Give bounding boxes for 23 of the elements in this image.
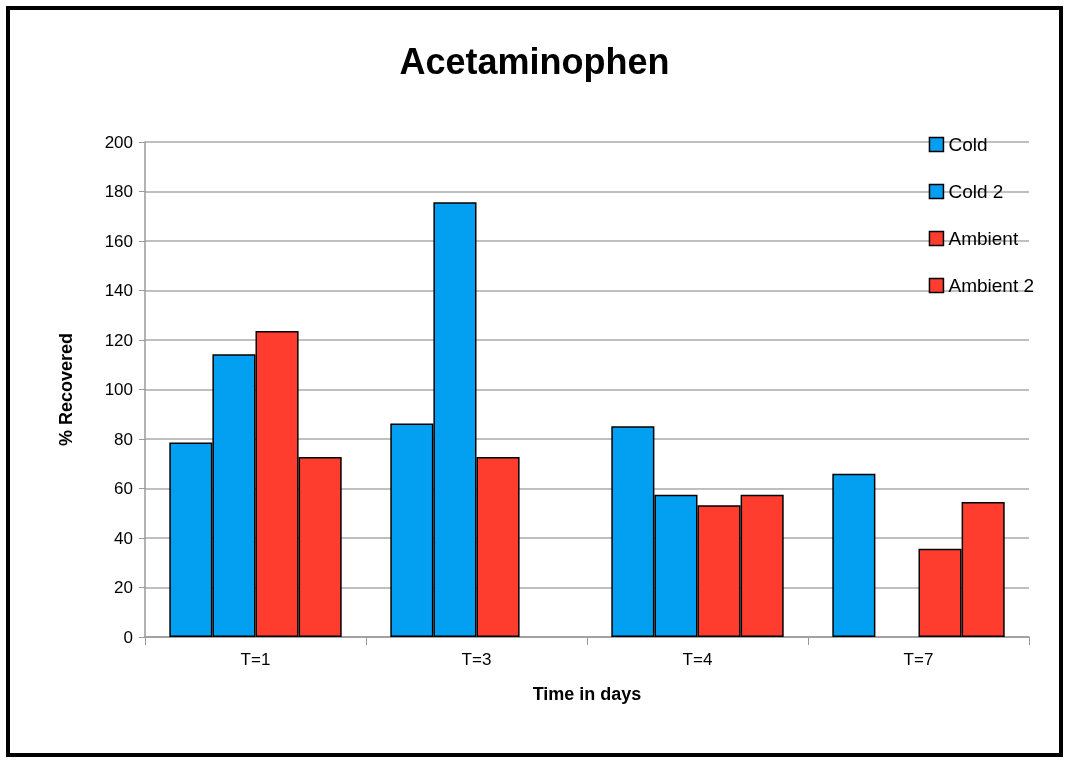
x-tick-label: T=3 <box>461 650 492 669</box>
y-tick-label: 40 <box>114 528 133 548</box>
y-tick-label: 20 <box>114 578 133 597</box>
chart-title: Acetaminophen <box>399 40 670 82</box>
y-tick-label: 200 <box>104 132 133 152</box>
y-tick-label: 180 <box>104 182 133 201</box>
x-tick-label: T=4 <box>682 650 713 669</box>
y-tick-label: 60 <box>114 479 133 498</box>
y-tick-label: 100 <box>104 380 133 399</box>
legend-label: Cold <box>948 134 988 155</box>
legend-label: Ambient 2 <box>948 275 1034 296</box>
y-tick-label: 120 <box>104 330 133 350</box>
x-tick-label: T=1 <box>240 650 271 669</box>
y-tick-label: 0 <box>123 627 133 647</box>
x-tick-label: T=7 <box>903 650 934 669</box>
legend-label: Cold 2 <box>948 181 1004 202</box>
y-tick-label: 160 <box>104 231 133 251</box>
y-tick-label: 80 <box>114 429 133 449</box>
y-axis-title: % Recovered <box>56 332 76 447</box>
bar <box>832 473 876 637</box>
y-tick-label: 140 <box>104 281 133 300</box>
x-axis-title: Time in days <box>532 684 642 704</box>
legend-label: Ambient <box>948 228 1019 249</box>
